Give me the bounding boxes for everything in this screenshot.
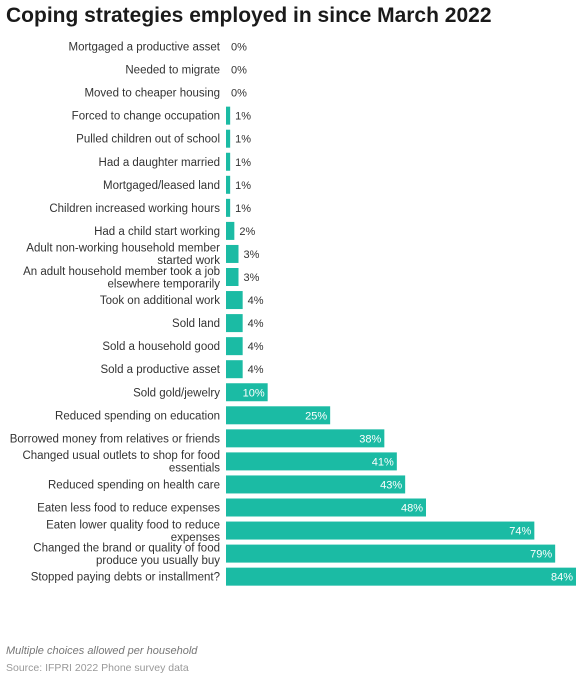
category-label: Borrowed money from relatives or friends xyxy=(10,433,221,445)
value-label: 4% xyxy=(248,295,264,307)
value-label: 1% xyxy=(235,180,251,192)
bar xyxy=(226,175,231,194)
category-label: Reduced spending on education xyxy=(55,410,220,422)
value-label: 1% xyxy=(235,157,251,169)
value-label: 1% xyxy=(235,134,251,146)
category-label: Sold land xyxy=(172,318,220,330)
bar xyxy=(226,129,231,148)
chart-source: Source: IFPRI 2022 Phone survey data xyxy=(6,662,189,674)
category-label: Pulled children out of school xyxy=(76,134,220,146)
category-label: Sold a productive asset xyxy=(100,364,220,376)
value-label: 1% xyxy=(235,203,251,215)
value-label: 10% xyxy=(243,387,265,399)
value-label: 74% xyxy=(509,526,531,538)
bar xyxy=(226,429,385,448)
category-label: Had a child start working xyxy=(94,226,220,238)
bar xyxy=(226,360,243,379)
value-label: 48% xyxy=(401,503,423,515)
category-label: Changed the brand or quality of food prod… xyxy=(33,542,220,567)
value-label: 0% xyxy=(231,65,247,77)
bar xyxy=(226,221,235,240)
category-label: Children increased working hours xyxy=(49,203,220,215)
value-label: 38% xyxy=(359,433,381,445)
value-label: 0% xyxy=(231,42,247,54)
bar-chart: Mortgaged a productive asset 0% Needed to … xyxy=(10,42,576,586)
bar xyxy=(226,198,231,217)
category-label: Adult non-working household member starte… xyxy=(26,243,220,268)
value-label: 0% xyxy=(231,88,247,100)
category-label: Took on additional work xyxy=(100,295,220,307)
category-label: Sold a household good xyxy=(102,341,220,353)
bar xyxy=(226,291,243,310)
bar xyxy=(226,406,331,425)
value-label: 4% xyxy=(248,341,264,353)
category-label: Changed usual outlets to shop for food es… xyxy=(22,450,220,475)
category-label: Moved to cheaper housing xyxy=(84,88,220,100)
category-label: Reduced spending on health care xyxy=(48,479,220,491)
category-label: Needed to migrate xyxy=(125,65,220,77)
category-label: An adult household member took a job else… xyxy=(23,266,220,291)
value-label: 2% xyxy=(239,226,255,238)
chart-note: Multiple choices allowed per household xyxy=(6,645,198,657)
value-label: 84% xyxy=(551,572,573,584)
bar xyxy=(226,337,243,356)
bar xyxy=(226,244,239,263)
category-label: Eaten less food to reduce expenses xyxy=(37,503,220,515)
value-label: 4% xyxy=(248,364,264,376)
category-label: Had a daughter married xyxy=(99,157,220,169)
value-label: 3% xyxy=(244,272,260,284)
bar xyxy=(226,268,239,286)
bar xyxy=(226,152,231,171)
value-label: 4% xyxy=(248,318,264,330)
value-label: 3% xyxy=(244,249,260,261)
category-label: Sold gold/jewelry xyxy=(133,387,220,399)
bar xyxy=(226,521,535,540)
value-label: 79% xyxy=(530,549,552,561)
value-label: 41% xyxy=(372,456,394,468)
category-label: Mortgaged a productive asset xyxy=(68,42,220,54)
bar xyxy=(226,475,406,494)
bar xyxy=(226,106,231,125)
bar xyxy=(226,314,243,333)
value-label: 25% xyxy=(305,410,327,422)
bar xyxy=(226,544,556,563)
category-label: Eaten lower quality food to reduce expens… xyxy=(46,519,220,544)
bar xyxy=(226,383,268,402)
category-label: Mortgaged/leased land xyxy=(103,180,220,192)
value-label: 1% xyxy=(235,111,251,123)
bar xyxy=(226,498,426,517)
chart-title: Coping strategies employed in since Marc… xyxy=(6,4,492,27)
category-label: Forced to change occupation xyxy=(72,111,220,123)
category-label: Stopped paying debts or installment? xyxy=(31,572,220,584)
bar xyxy=(226,567,576,586)
bar xyxy=(226,452,397,471)
value-label: 43% xyxy=(380,479,402,491)
